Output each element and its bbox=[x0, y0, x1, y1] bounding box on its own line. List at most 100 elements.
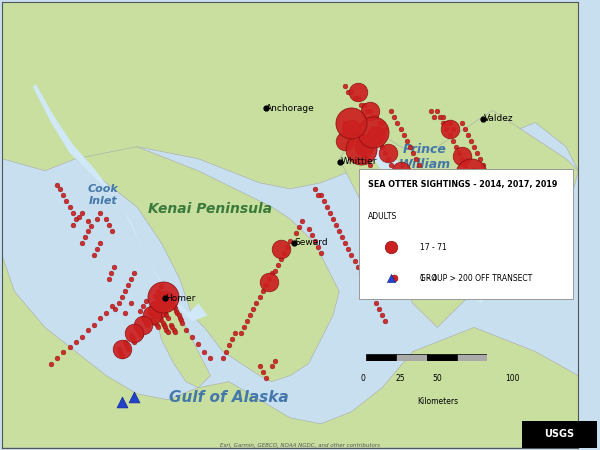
Point bbox=[409, 188, 419, 195]
Point bbox=[129, 270, 139, 277]
Point bbox=[386, 107, 396, 114]
Point bbox=[154, 312, 164, 319]
Point bbox=[160, 295, 169, 302]
Point bbox=[89, 252, 99, 259]
Point bbox=[166, 321, 176, 328]
Point bbox=[356, 270, 365, 277]
Point bbox=[430, 197, 439, 204]
Point bbox=[341, 137, 350, 144]
Point bbox=[359, 275, 368, 283]
Point bbox=[451, 143, 460, 150]
Point bbox=[104, 275, 113, 283]
Point bbox=[334, 227, 344, 234]
Polygon shape bbox=[2, 2, 578, 195]
Point bbox=[169, 302, 179, 309]
Point bbox=[172, 307, 181, 314]
Point bbox=[295, 224, 304, 231]
Point bbox=[193, 341, 203, 348]
Point bbox=[368, 129, 378, 136]
Point bbox=[359, 143, 368, 150]
Point bbox=[170, 305, 180, 312]
Point bbox=[77, 333, 86, 341]
Point bbox=[77, 209, 86, 216]
Point bbox=[506, 252, 515, 259]
Point bbox=[341, 83, 350, 90]
Point bbox=[313, 243, 323, 250]
Text: Prince
William
Sound: Prince William Sound bbox=[399, 143, 451, 186]
Point bbox=[380, 318, 390, 325]
Text: Whittier: Whittier bbox=[341, 158, 377, 166]
Point bbox=[148, 312, 157, 319]
Point bbox=[445, 125, 454, 132]
Point bbox=[273, 261, 283, 268]
Point bbox=[245, 312, 255, 319]
Point bbox=[276, 255, 286, 262]
Point bbox=[374, 306, 384, 313]
Point bbox=[414, 161, 424, 168]
Point bbox=[157, 302, 166, 309]
Point bbox=[350, 131, 359, 138]
Point bbox=[436, 209, 445, 216]
Point bbox=[353, 264, 362, 271]
Point bbox=[374, 119, 384, 126]
Point bbox=[149, 317, 159, 324]
Point bbox=[512, 239, 522, 247]
Point bbox=[494, 203, 503, 211]
Point bbox=[445, 131, 454, 138]
Point bbox=[71, 216, 80, 223]
Bar bbox=[366, 355, 397, 360]
Point bbox=[405, 197, 415, 204]
Point bbox=[95, 239, 105, 247]
Point bbox=[347, 119, 356, 126]
Point bbox=[230, 330, 240, 337]
Point bbox=[389, 167, 399, 175]
Point bbox=[107, 302, 117, 309]
Point bbox=[414, 216, 424, 223]
Text: Anchorage: Anchorage bbox=[266, 104, 315, 113]
Point bbox=[139, 317, 149, 324]
Point bbox=[126, 300, 136, 307]
Text: 25: 25 bbox=[395, 374, 405, 383]
Point bbox=[488, 216, 497, 223]
Point bbox=[454, 149, 464, 156]
Point bbox=[420, 227, 430, 234]
Point bbox=[368, 113, 378, 120]
Point bbox=[159, 321, 169, 328]
Point bbox=[141, 319, 151, 326]
Point bbox=[359, 101, 368, 108]
Point bbox=[509, 257, 519, 265]
Point bbox=[218, 354, 227, 361]
Point bbox=[344, 89, 353, 96]
Point bbox=[399, 185, 409, 193]
Point bbox=[475, 191, 485, 198]
Point bbox=[52, 182, 62, 189]
Point bbox=[439, 119, 448, 126]
Point bbox=[120, 309, 130, 316]
Point bbox=[129, 330, 139, 337]
Point bbox=[142, 321, 152, 328]
Point bbox=[95, 314, 105, 321]
Polygon shape bbox=[33, 84, 208, 321]
Point bbox=[310, 185, 319, 193]
Point bbox=[377, 185, 387, 193]
Point bbox=[155, 300, 165, 307]
Point bbox=[411, 209, 421, 216]
Point bbox=[466, 173, 476, 180]
Point bbox=[491, 221, 500, 229]
Point bbox=[46, 360, 56, 367]
Point bbox=[466, 171, 476, 178]
Point bbox=[65, 203, 74, 211]
Point bbox=[160, 324, 170, 331]
Point bbox=[399, 227, 409, 234]
Point bbox=[347, 125, 356, 132]
Point bbox=[423, 234, 433, 241]
Point bbox=[161, 326, 171, 333]
Point bbox=[442, 125, 451, 132]
Point bbox=[116, 351, 126, 358]
Point bbox=[174, 312, 184, 319]
Point bbox=[120, 338, 130, 346]
Point bbox=[353, 89, 362, 96]
Point bbox=[310, 237, 319, 244]
Point bbox=[347, 125, 356, 132]
Point bbox=[322, 203, 332, 211]
